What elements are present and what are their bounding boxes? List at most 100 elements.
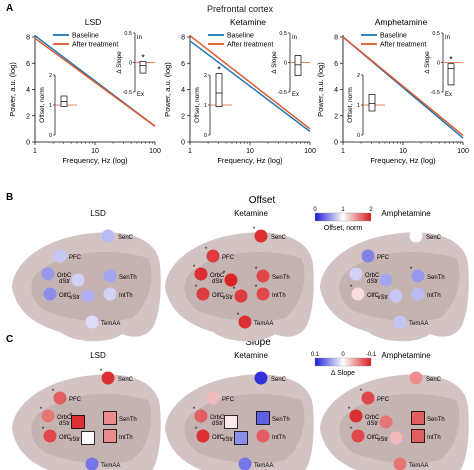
y-tick-label: 2 [181,113,185,120]
region-marker-dstr [379,415,393,429]
offset-inset-tick-label: 2 [49,73,52,79]
colorbar-rect [314,357,372,367]
slope-inset-box [447,63,455,86]
brain-title: Amphetamine [381,351,431,360]
colorbar-tick-label: 1 [341,207,345,213]
x-tick-label: 100 [457,148,469,155]
region-marker-olfc [351,429,365,443]
region-marker-dstr [379,273,393,287]
region-label: vStr [69,437,80,443]
region-label: OrbC [210,415,225,421]
region-label: SenTh [119,417,137,423]
region-marker-temaa [393,315,407,329]
region-marker-senc [409,229,423,243]
colorbar-tick-label: 0.1 [311,352,320,358]
region-marker-olfc [196,429,210,443]
region-marker-dstr [71,415,85,429]
colorbar-tick-label: 0 [313,207,317,213]
region-label: dStr [59,421,70,427]
x-tick-label: 10 [91,148,99,155]
region-label: vStr [69,295,80,301]
series-line-baseline [189,40,311,133]
region-label: vStr [222,295,233,301]
region-marker-senc [101,371,115,385]
panel-letter-b: B [6,192,13,203]
slope-colorbar: 0.1 0 -0.1 Δ Slope [311,352,377,377]
region-label: OlfC [59,435,72,441]
region-label: dStr [212,279,223,285]
slope-inset-tick-label: 0.5 [279,31,287,37]
region-label: dStr [367,421,378,427]
region-marker-olfc [43,429,57,443]
region-marker-senc [254,371,268,385]
region-marker-dstr [71,273,85,287]
offset-inset-label: Offset, norm [39,87,46,123]
colorbar-tick-label: -0.1 [366,352,377,358]
region-label: IntTh [119,435,133,441]
y-tick-label: 0 [334,140,338,147]
region-significance: * [205,246,208,253]
offset-title: Offset [249,195,276,206]
region-marker-orbc [194,409,208,423]
chart-title: LSD [85,17,102,27]
y-tick-label: 8 [26,35,30,42]
slope-title: Slope [245,337,271,348]
region-label: SenTh [427,275,445,281]
slope-inset-box [294,55,302,76]
region-marker-senc [409,371,423,385]
region-significance: * [253,226,256,233]
region-significance: * [195,426,198,433]
region-marker-dstr [224,273,238,287]
y-tick-label: 4 [334,87,338,94]
region-label: SenC [118,235,134,241]
offset-inset-tick-label: 0 [357,133,360,139]
slope-inset-tick-label: 0 [284,61,287,67]
x-axis-label: Frequency, Hz (log) [62,156,128,165]
brain-inner-region [31,393,152,464]
region-label: SenC [271,235,287,241]
offset-inset-tick-label: 1 [204,103,207,109]
region-significance: * [193,406,196,413]
region-label: SenTh [272,417,290,423]
x-tick-label: 100 [304,148,316,155]
brain-title: LSD [90,209,106,218]
x-tick-label: 100 [149,148,161,155]
region-marker-senc [254,229,268,243]
y-axis-label: Power, a.u. (log) [316,62,325,117]
region-label: SenC [118,377,134,383]
slope-inset-top-label: In [292,35,297,41]
region-label: vStr [377,437,388,443]
brain-inner-region [184,393,305,464]
region-marker-senth [411,269,425,283]
brain-inner-region [184,251,305,322]
x-tick-label: 10 [246,148,254,155]
slope-inset-box [139,60,147,74]
region-marker-temaa [85,315,99,329]
region-marker-vstr [234,431,248,445]
x-tick-label: 10 [399,148,407,155]
region-marker-senth [411,411,425,425]
legend-label: After treatment [72,42,118,49]
region-marker-pfc [206,391,220,405]
chart-title: Amphetamine [375,17,428,27]
region-marker-senth [103,411,117,425]
slope-inset-tick-label: -0.5 [123,90,132,96]
y-tick-label: 4 [26,87,30,94]
slope-inset-tick-label: 0 [129,61,132,67]
region-label: TemAA [409,463,428,469]
region-significance: * [70,412,73,419]
y-tick-label: 8 [181,35,185,42]
y-axis-label: Power, a.u. (log) [8,62,17,117]
region-marker-intth [103,429,117,443]
brain-inner-region [339,393,460,464]
region-significance: * [193,264,196,271]
offset-colorbar: 0 1 2 Offset, norm [313,207,373,232]
region-significance: * [237,312,240,319]
region-marker-intth [411,287,425,301]
brain-title: Ketamine [234,351,268,360]
y-tick-label: 8 [334,35,338,42]
region-label: OrbC [365,273,380,279]
region-marker-olfc [43,287,57,301]
